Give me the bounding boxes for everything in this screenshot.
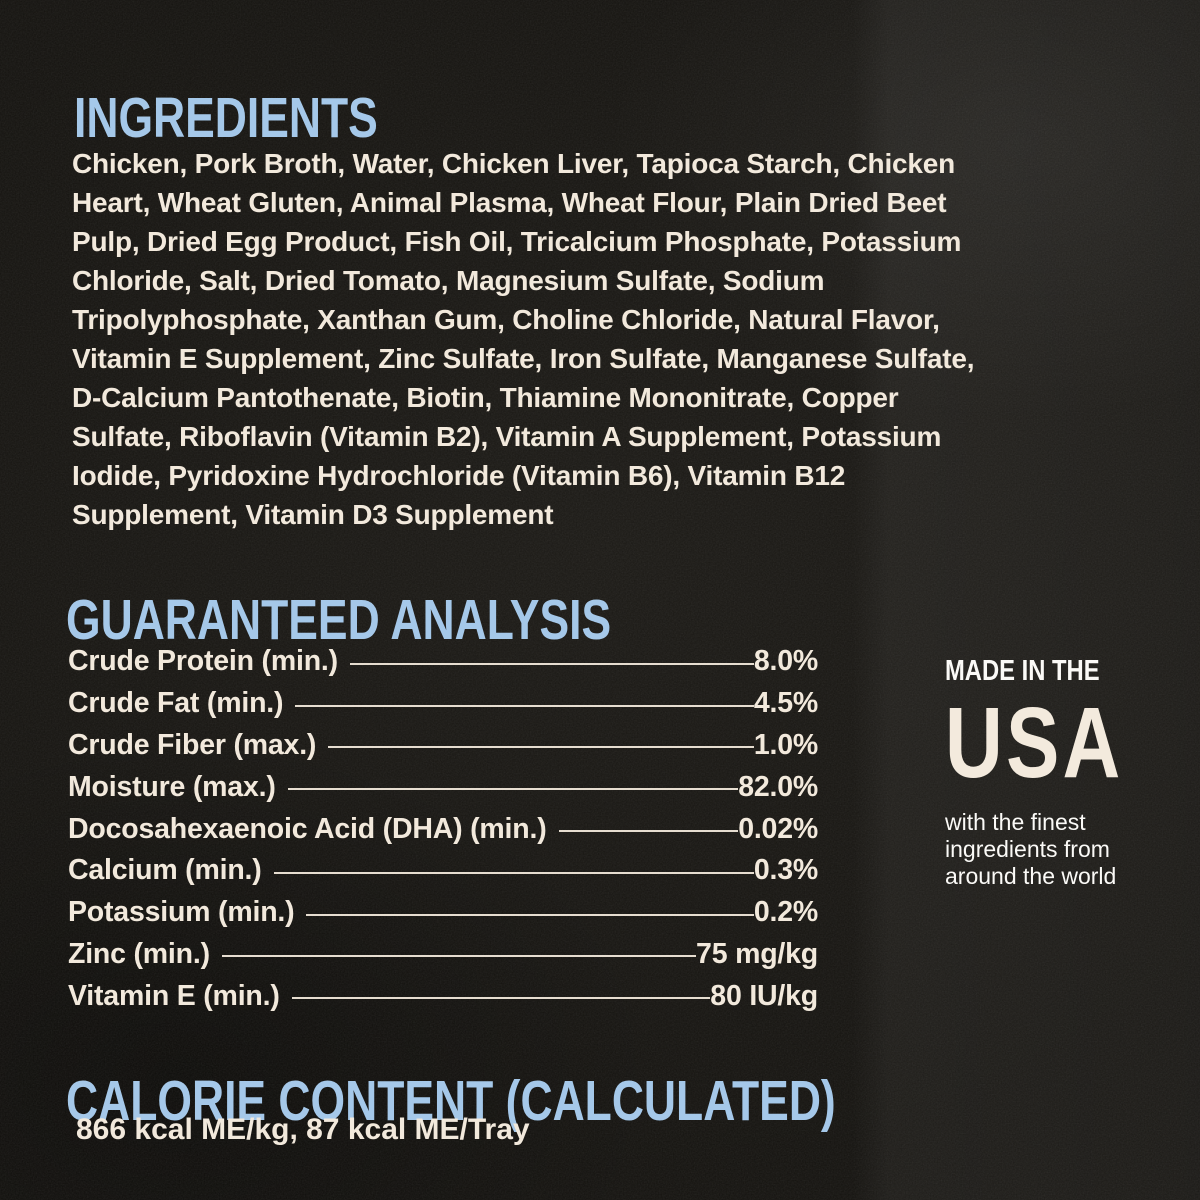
leader-line (273, 871, 754, 874)
nutrient-label: Crude Fiber (max.) (68, 728, 317, 761)
leader-line (287, 788, 739, 791)
nutrient-label: Crude Fat (min.) (68, 687, 284, 720)
ingredients-line: Chicken, Pork Broth, Water, Chicken Live… (72, 148, 956, 179)
usa-tagline: with the finest ingredients from around … (945, 809, 1165, 890)
ingredients-heading-text: INGREDIENTS (74, 86, 378, 151)
nutrient-label: Potassium (min.) (68, 896, 295, 929)
usa-tagline-line: around the world (945, 863, 1117, 889)
made-in-usa-block: MADE IN THE USA with the finest ingredie… (945, 657, 1165, 890)
nutrient-value: 80 IU/kg (710, 979, 818, 1012)
ingredients-heading: INGREDIENTS (74, 90, 464, 147)
leader-line (295, 704, 754, 707)
nutrient-label: Zinc (min.) (68, 937, 210, 970)
ingredients-line: Iodide, Pyridoxine Hydrochloride (Vitami… (72, 460, 846, 491)
table-row: Moisture (max.) 82.0% (68, 766, 818, 808)
nutrient-label: Crude Protein (min.) (68, 645, 338, 678)
leader-line (306, 913, 754, 916)
nutrient-label: Moisture (max.) (68, 770, 276, 803)
nutrient-label: Docosahexaenoic Acid (DHA) (min.) (68, 812, 547, 845)
nutrient-label: Vitamin E (min.) (68, 979, 280, 1012)
nutrient-value: 1.0% (753, 728, 818, 761)
ingredients-line: D-Calcium Pantothenate, Biotin, Thiamine… (72, 382, 899, 413)
nutrient-value: 0.2% (753, 896, 818, 929)
nutrient-label: Calcium (min.) (68, 854, 262, 887)
nutrient-value: 8.0% (753, 645, 818, 678)
ingredients-line: Supplement, Vitamin D3 Supplement (72, 499, 554, 530)
usa-tagline-line: with the finest (945, 809, 1086, 835)
table-row: Vitamin E (min.) 80 IU/kg (68, 975, 818, 1017)
guaranteed-analysis-table: Crude Protein (min.) 8.0% Crude Fat (min… (68, 641, 818, 1017)
leader-line (221, 955, 697, 958)
ingredients-line: Tripolyphosphate, Xanthan Gum, Choline C… (72, 304, 940, 335)
leader-line (328, 746, 754, 749)
table-row: Zinc (min.) 75 mg/kg (68, 934, 818, 976)
table-row: Calcium (min.) 0.3% (68, 850, 818, 892)
nutrient-value: 0.3% (753, 854, 818, 887)
usa-text: USA (945, 687, 1124, 799)
ingredients-line: Vitamin E Supplement, Zinc Sulfate, Iron… (72, 343, 975, 374)
nutrient-value: 75 mg/kg (696, 937, 818, 970)
nutrient-value: 82.0% (738, 770, 818, 803)
nutrient-value: 0.02% (738, 812, 818, 845)
made-in-the-text: MADE IN THE (945, 655, 1100, 687)
table-row: Potassium (min.) 0.2% (68, 892, 818, 934)
ingredients-line: Pulp, Dried Egg Product, Fish Oil, Trica… (72, 226, 962, 257)
table-row: Crude Fiber (max.) 1.0% (68, 725, 818, 767)
ingredients-line: Sulfate, Riboflavin (Vitamin B2), Vitami… (72, 421, 942, 452)
table-row: Docosahexaenoic Acid (DHA) (min.) 0.02% (68, 808, 818, 850)
table-row: Crude Fat (min.) 4.5% (68, 683, 818, 725)
ingredients-paragraph: Chicken, Pork Broth, Water, Chicken Live… (72, 144, 974, 534)
ingredients-line: Heart, Wheat Gluten, Animal Plasma, Whea… (72, 187, 947, 218)
ingredients-line: Chloride, Salt, Dried Tomato, Magnesium … (72, 265, 825, 296)
table-row: Crude Protein (min.) 8.0% (68, 641, 818, 683)
calorie-content-value: 866 kcal ME/kg, 87 kcal ME/Tray (76, 1113, 530, 1146)
leader-line (558, 830, 739, 833)
nutrient-value: 4.5% (753, 687, 818, 720)
usa-tagline-line: ingredients from (945, 836, 1110, 862)
leader-line (349, 662, 754, 665)
leader-line (291, 997, 711, 1000)
